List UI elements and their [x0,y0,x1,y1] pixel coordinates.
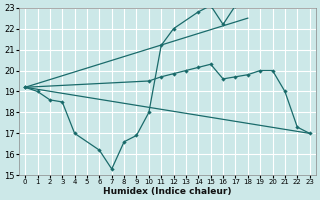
X-axis label: Humidex (Indice chaleur): Humidex (Indice chaleur) [103,187,232,196]
